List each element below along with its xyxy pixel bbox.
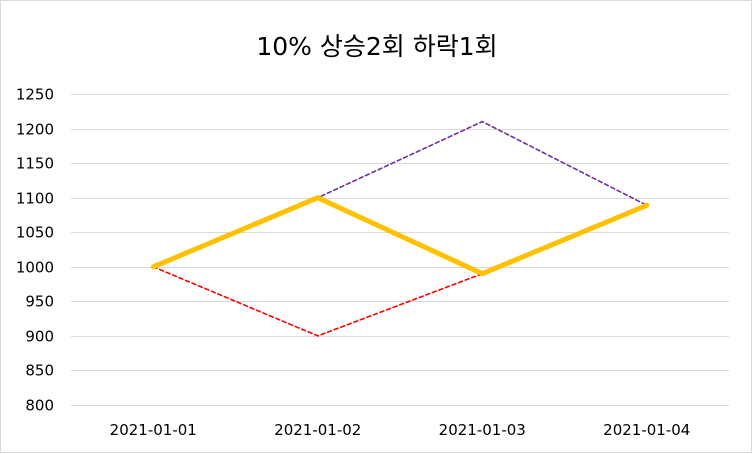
series-lines — [150, 120, 650, 337]
x-axis-ticks: 2021-01-01 2021-01-02 2021-01-03 2021-01-04 — [110, 421, 691, 439]
x-tick-label: 2021-01-02 — [274, 421, 361, 439]
x-tick-label: 2021-01-04 — [603, 421, 690, 439]
y-tick-label: 1000 — [16, 259, 54, 277]
y-tick-label: 1200 — [16, 121, 54, 139]
y-tick-label: 800 — [25, 397, 54, 415]
x-tick-label: 2021-01-03 — [439, 421, 526, 439]
y-tick-label: 950 — [25, 293, 54, 311]
y-tick-label: 900 — [25, 328, 54, 346]
y-tick-label: 1100 — [16, 190, 54, 208]
x-tick-label: 2021-01-01 — [110, 421, 197, 439]
y-tick-label: 850 — [25, 362, 54, 380]
series-line-2 — [152, 204, 648, 337]
gridlines — [71, 94, 729, 406]
y-axis-ticks: 800 850 900 950 1000 1050 1100 1150 1200 1250 — [16, 86, 54, 415]
series-line-3 — [150, 195, 650, 277]
series-line-1 — [152, 120, 648, 268]
y-tick-label: 1150 — [16, 155, 54, 173]
y-tick-label: 1250 — [16, 86, 54, 104]
chart-title: 10% 상승2회 하락1회 — [256, 32, 498, 61]
y-tick-label: 1050 — [16, 224, 54, 242]
